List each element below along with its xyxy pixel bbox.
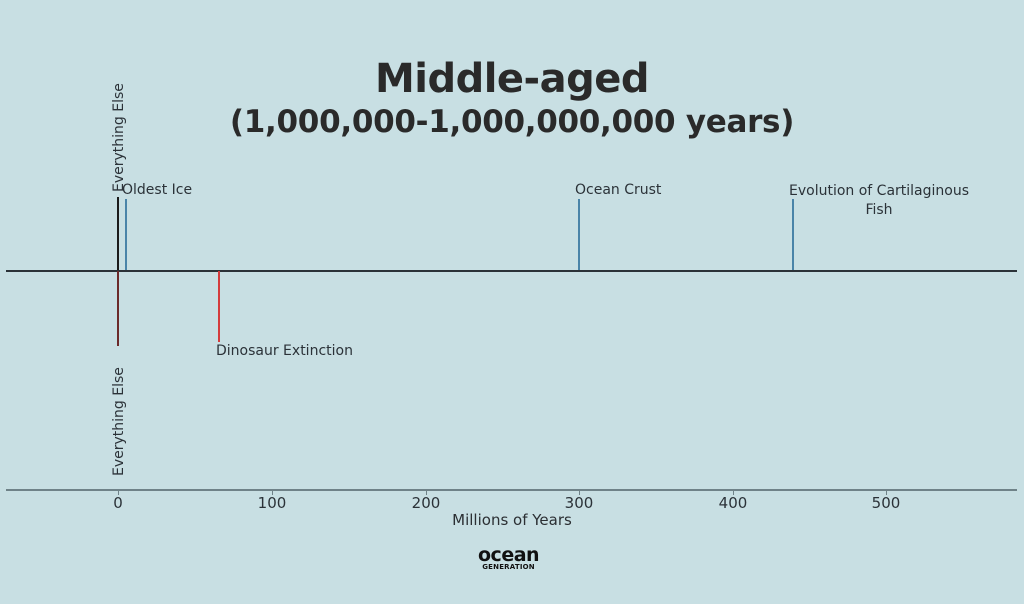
event-line-ocean-crust xyxy=(578,199,580,270)
x-tick-mark-300 xyxy=(579,491,580,495)
logo-line2: GENERATION xyxy=(482,563,535,571)
event-line-cartilaginous-fish xyxy=(792,199,794,270)
x-axis-line xyxy=(6,489,1017,491)
x-tick-label-100: 100 xyxy=(257,494,287,512)
event-label-ocean-crust: Ocean Crust xyxy=(575,182,662,198)
x-tick-label-200: 200 xyxy=(411,494,441,512)
x-tick-mark-500 xyxy=(886,491,887,495)
event-line-everything-else-top xyxy=(117,197,119,270)
event-line-oldest-ice xyxy=(125,199,127,270)
ocean-generation-logo: ocean GENERATION xyxy=(478,544,540,571)
chart-title: Middle-aged xyxy=(374,56,650,102)
event-label-oldest-ice: Oldest Ice xyxy=(122,182,193,198)
event-label-dinosaur-extinction: Dinosaur Extinction xyxy=(216,343,353,359)
x-tick-label-0: 0 xyxy=(113,494,123,512)
event-line-dinosaur-extinction xyxy=(218,271,220,342)
event-label-everything-else-top: Everything Else xyxy=(111,83,127,192)
logo-line1: ocean xyxy=(478,544,540,566)
x-tick-mark-400 xyxy=(733,491,734,495)
x-tick-mark-0 xyxy=(118,491,119,495)
timeline-center-line xyxy=(6,270,1017,272)
x-axis-title: Millions of Years xyxy=(452,511,572,529)
x-tick-label-500: 500 xyxy=(871,494,901,512)
event-label-everything-else-bottom: Everything Else xyxy=(111,367,127,476)
chart-subtitle: (1,000,000-1,000,000,000 years) xyxy=(229,104,795,140)
event-label-cartilaginous-fish: Evolution of Cartilaginous Fish xyxy=(789,182,969,220)
x-tick-label-300: 300 xyxy=(564,494,594,512)
x-tick-mark-100 xyxy=(272,491,273,495)
x-tick-mark-200 xyxy=(426,491,427,495)
x-tick-label-400: 400 xyxy=(718,494,748,512)
event-label-cartilaginous-line1: Evolution of Cartilaginous xyxy=(789,183,970,199)
event-line-everything-else-bottom xyxy=(117,271,119,346)
event-label-cartilaginous-line2: Fish xyxy=(865,202,893,218)
